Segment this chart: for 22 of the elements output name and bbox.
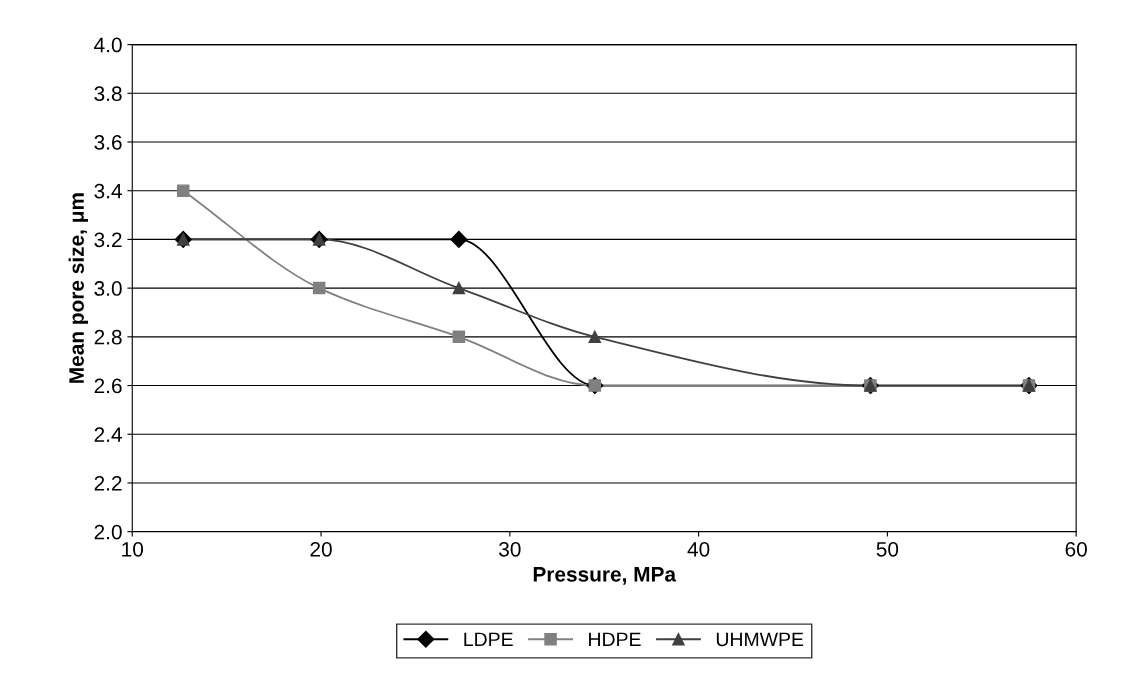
y-tick-label: 2.2 <box>94 475 122 491</box>
x-tick-label: 50 <box>876 541 899 557</box>
x-tick-label: 40 <box>687 541 710 557</box>
x-tick-label: 30 <box>499 541 521 557</box>
y-tick-label: 2.8 <box>94 329 122 345</box>
x-tick-label: 60 <box>1065 541 1087 557</box>
y-tick-label: 3.0 <box>94 281 122 296</box>
legend-label: UHMWPE <box>716 632 804 647</box>
y-tick-label: 3.4 <box>94 183 122 199</box>
y-tick-label: 3.8 <box>94 86 122 102</box>
y-tick-label: 3.2 <box>94 232 122 248</box>
y-tick-label: 3.6 <box>94 135 122 150</box>
y-tick-label: 2.0 <box>94 524 122 540</box>
x-tick-label: 20 <box>310 541 332 557</box>
x-tick-label: 10 <box>122 541 144 557</box>
x-axis-title: Pressure, MPa <box>533 567 677 585</box>
y-tick-label: 2.4 <box>94 427 122 442</box>
legend-label: LDPE <box>464 632 513 647</box>
legend-label: HDPE <box>589 632 641 647</box>
y-tick-label: 4.0 <box>94 37 122 53</box>
y-tick-label: 2.6 <box>94 378 122 394</box>
y-axis-title: Mean pore size, μm <box>68 193 89 383</box>
